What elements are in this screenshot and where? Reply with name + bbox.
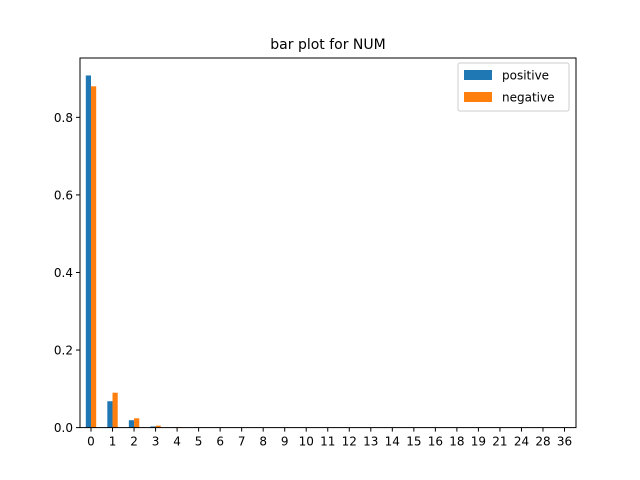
x-tick-label: 12: [342, 435, 357, 449]
x-tick-label: 24: [514, 435, 529, 449]
legend-label-negative: negative: [502, 91, 554, 105]
x-tick-label: 10: [299, 435, 314, 449]
y-tick-label: 0.2: [54, 344, 73, 358]
bar-positive-0: [85, 75, 91, 428]
bar-negative-0: [91, 86, 97, 428]
y-tick-label: 0.4: [54, 266, 73, 280]
x-tick-label: 6: [216, 435, 224, 449]
bar-positive-2: [128, 420, 135, 428]
bars-group: [85, 75, 570, 428]
x-tick-label: 18: [449, 435, 464, 449]
chart-title: bar plot for NUM: [270, 37, 385, 53]
x-tick-label: 21: [492, 435, 507, 449]
bar-positive-1: [107, 401, 113, 428]
legend-swatch-positive: [464, 70, 492, 80]
x-tick-label: 14: [385, 435, 400, 449]
x-tick-label: 15: [406, 435, 421, 449]
x-tick-label: 1: [109, 435, 117, 449]
y-tick-label: 0.8: [54, 111, 73, 125]
legend-label-positive: positive: [502, 69, 549, 83]
x-tick-label: 8: [259, 435, 267, 449]
x-tick-label: 2: [130, 435, 138, 449]
x-tick-label: 28: [535, 435, 550, 449]
plot-frame: [79, 57, 577, 429]
x-tick-label: 3: [152, 435, 160, 449]
bar-positive-3: [150, 426, 156, 428]
x-tick-label: 5: [195, 435, 203, 449]
x-tick-label: 9: [281, 435, 289, 449]
bar-negative-2: [134, 418, 140, 428]
x-tick-label: 13: [363, 435, 378, 449]
legend: positive negative: [457, 62, 570, 112]
x-tick-label: 19: [471, 435, 486, 449]
x-tick-label: 7: [238, 435, 246, 449]
legend-swatch-negative: [464, 92, 492, 102]
y-tick-label: 0.6: [54, 188, 73, 202]
x-tick-label: 36: [557, 435, 572, 449]
y-tick-label: 0.0: [54, 421, 73, 435]
x-tick-label: 16: [428, 435, 443, 449]
x-tick-label: 4: [173, 435, 181, 449]
y-axis: 0.0 0.2 0.4 0.6 0.8: [54, 111, 80, 435]
x-tick-label: 0: [87, 435, 95, 449]
x-tick-label: 11: [320, 435, 335, 449]
bar-negative-3: [155, 425, 161, 428]
bar-negative-1: [112, 392, 118, 428]
x-axis: 0 1 2 3 4 5 6 7 8 9 10 11 12 13 14 15 16 18 19 21 24 28 36: [87, 427, 572, 449]
